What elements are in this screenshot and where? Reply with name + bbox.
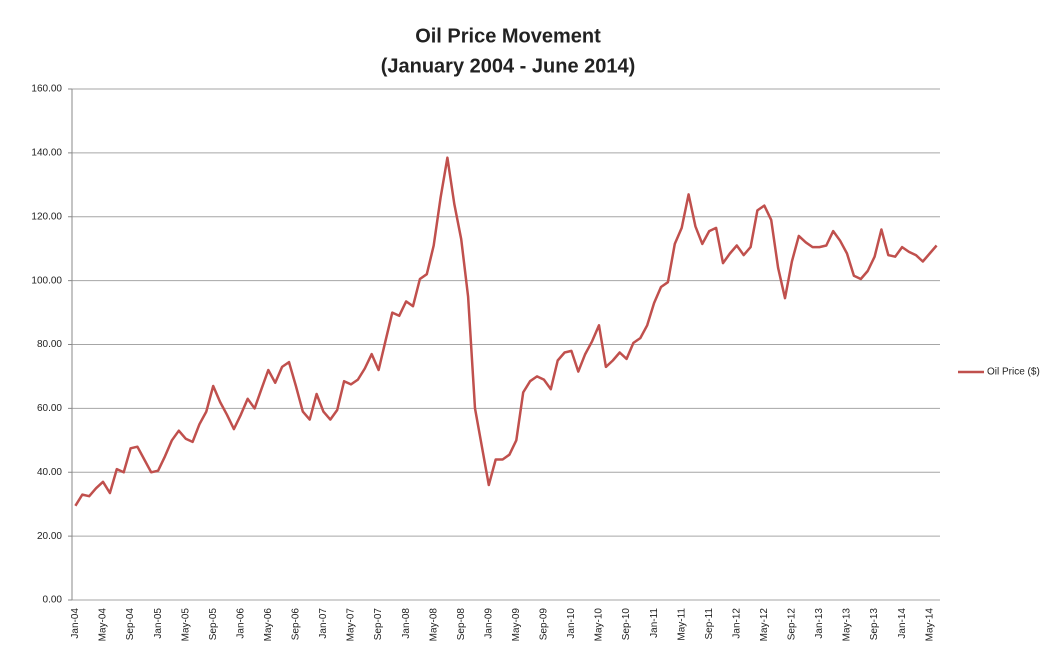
legend-label: Oil Price ($) xyxy=(987,367,1040,378)
y-tick-label: 160.00 xyxy=(31,84,62,95)
y-tick-label: 100.00 xyxy=(31,275,62,286)
x-tick-label: May-13 xyxy=(842,608,853,642)
x-tick-label: Jan-11 xyxy=(649,608,660,638)
y-tick-label: 80.00 xyxy=(37,339,62,350)
x-tick-label: Sep-12 xyxy=(787,608,798,641)
x-tick-label: Sep-11 xyxy=(704,608,715,640)
x-tick-label: Jan-08 xyxy=(401,608,412,639)
x-tick-label: Jan-05 xyxy=(153,608,164,639)
x-tick-label: Sep-04 xyxy=(125,608,136,641)
x-tick-label: May-12 xyxy=(759,608,770,642)
x-tick-label: Sep-06 xyxy=(291,608,302,641)
x-tick-label: May-06 xyxy=(263,608,274,642)
x-tick-label: Jan-12 xyxy=(731,608,742,639)
x-tick-label: May-08 xyxy=(428,608,439,642)
x-tick-label: May-04 xyxy=(98,608,109,642)
x-tick-label: Jan-10 xyxy=(566,608,577,639)
chart-title: Oil Price Movement xyxy=(415,25,601,47)
y-tick-label: 140.00 xyxy=(31,148,62,159)
x-tick-label: Jan-06 xyxy=(235,608,246,639)
line-series xyxy=(74,156,938,507)
x-tick-label: Sep-07 xyxy=(373,608,384,641)
chart-subtitle: (January 2004 - June 2014) xyxy=(381,55,636,77)
y-tick-label: 120.00 xyxy=(31,211,62,222)
x-tick-label: May-07 xyxy=(346,608,357,642)
x-tick-label: May-09 xyxy=(511,608,522,642)
x-tick-label: Sep-05 xyxy=(208,608,219,641)
x-tick-label: May-14 xyxy=(924,608,935,642)
y-tick-label: 60.00 xyxy=(37,403,62,414)
x-tick-label: Jan-09 xyxy=(483,608,494,639)
y-tick-label: 0.00 xyxy=(43,595,63,606)
x-tick-label: May-05 xyxy=(180,608,191,642)
x-tick-label: Jan-07 xyxy=(318,608,329,639)
x-tick-label: Jan-14 xyxy=(897,608,908,639)
x-tick-label: Sep-09 xyxy=(539,608,550,641)
x-tick-label: Sep-13 xyxy=(869,608,880,641)
y-tick-label: 40.00 xyxy=(37,467,62,478)
x-tick-label: May-11 xyxy=(676,608,687,641)
y-tick-label: 20.00 xyxy=(37,531,62,542)
x-tick-label: Sep-08 xyxy=(456,608,467,641)
x-tick-label: Jan-04 xyxy=(70,608,81,639)
x-tick-label: Jan-13 xyxy=(814,608,825,639)
x-tick-label: May-10 xyxy=(594,608,605,642)
x-tick-label: Sep-10 xyxy=(621,608,632,641)
